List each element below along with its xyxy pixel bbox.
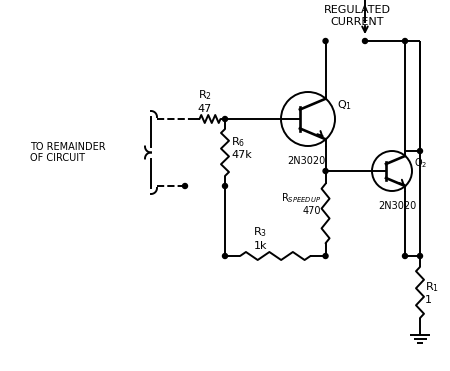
Text: 2N3020: 2N3020 [287,156,325,166]
Circle shape [418,253,423,259]
Text: TO REMAINDER
OF CIRCUIT: TO REMAINDER OF CIRCUIT [30,142,106,163]
Circle shape [402,39,408,43]
Circle shape [222,116,228,121]
Circle shape [402,253,408,259]
Text: REGULATED
CURRENT: REGULATED CURRENT [324,5,391,27]
Circle shape [323,39,328,43]
Text: R$_{SPEEDUP}$
470: R$_{SPEEDUP}$ 470 [281,191,322,216]
Circle shape [323,253,328,259]
Text: R$_3$
1k: R$_3$ 1k [253,226,267,251]
Text: R$_6$
47k: R$_6$ 47k [231,135,252,160]
Text: Q$_1$: Q$_1$ [337,99,352,112]
Text: R$_1$
1: R$_1$ 1 [425,280,439,305]
Text: 2N3020: 2N3020 [378,201,416,211]
Circle shape [363,39,368,43]
Text: Q$_2$: Q$_2$ [414,156,427,170]
Circle shape [183,184,188,188]
Circle shape [222,184,228,188]
Text: R$_2$
47: R$_2$ 47 [198,89,212,114]
Circle shape [222,253,228,259]
Circle shape [323,168,328,174]
Circle shape [418,148,423,154]
